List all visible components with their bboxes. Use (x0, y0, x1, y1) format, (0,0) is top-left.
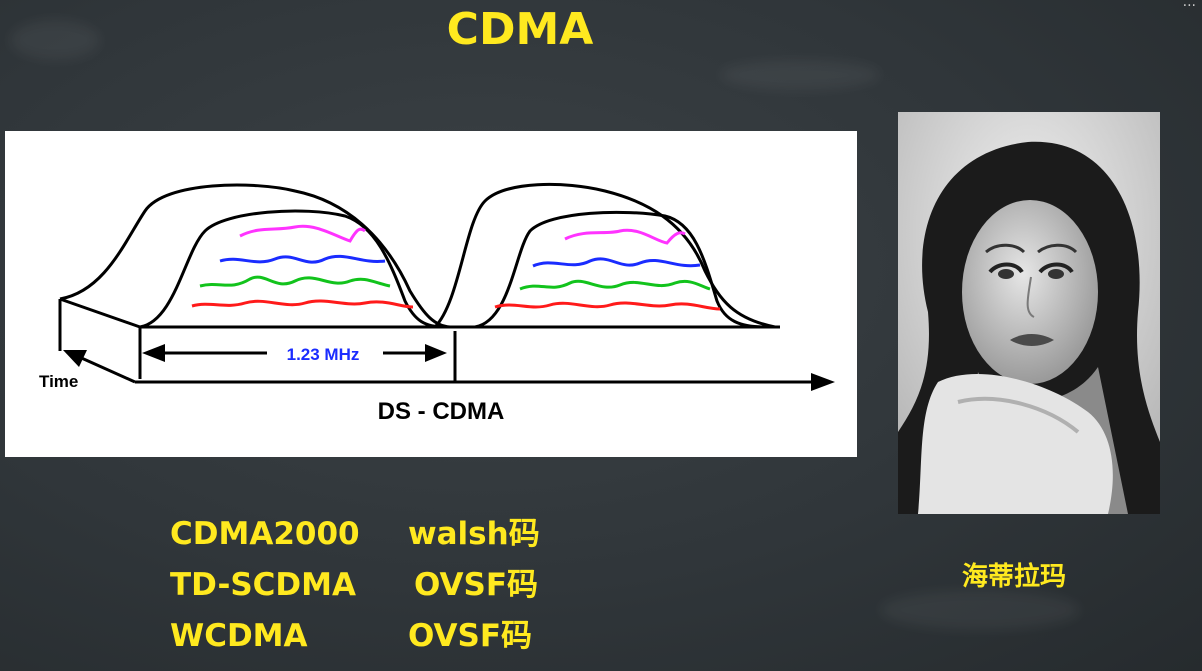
code-row: TD-SCDMA OVSF码 (170, 563, 590, 614)
corner-mark: ... (1182, 0, 1196, 10)
portrait-illustration (898, 112, 1160, 514)
trace-magenta-1 (239, 224, 366, 243)
time-arrowhead (63, 350, 87, 367)
trace-green-1 (199, 275, 391, 288)
arrowhead-left (142, 344, 165, 362)
code-row: WCDMA OVSF码 (170, 614, 590, 665)
inner-bell-1 (139, 209, 446, 329)
code-row: CDMA2000 walsh码 (170, 512, 590, 563)
code-list: CDMA2000 walsh码 TD-SCDMA OVSF码 WCDMA OVS… (170, 512, 590, 665)
trace-green-2 (519, 279, 711, 291)
trace-blue-2 (532, 257, 701, 268)
time-label: Time (39, 372, 78, 391)
ds-cdma-diagram: 1.23 MHz Time DS - CDMA (5, 131, 857, 457)
bandwidth-label: 1.23 MHz (287, 345, 360, 364)
outer-envelope-1 (59, 183, 451, 329)
portrait-photo (898, 112, 1160, 514)
standard-name: WCDMA (170, 618, 308, 654)
spreading-code: OVSF码 (408, 618, 533, 654)
trace-blue-1 (219, 254, 386, 264)
trace-red-1 (191, 299, 414, 309)
standard-name: CDMA2000 (170, 516, 360, 552)
chalk-smudge (720, 60, 880, 90)
chalk-smudge (880, 590, 1080, 630)
time-arrow (76, 354, 136, 384)
inner-bell-2 (474, 210, 766, 329)
portrait-caption: 海蒂拉玛 (962, 562, 1067, 592)
trace-magenta-2 (564, 228, 686, 245)
ds-cdma-svg: 1.23 MHz Time DS - CDMA (39, 182, 835, 425)
chalk-smudge (10, 20, 100, 60)
spreading-code: walsh码 (408, 516, 540, 552)
slide-title: CDMA (446, 4, 594, 55)
trace-red-2 (494, 301, 721, 311)
spreading-code: OVSF码 (414, 567, 539, 603)
frequency-axis-arrowhead (811, 373, 835, 391)
axis-label: DS - CDMA (378, 398, 505, 425)
base-line (59, 297, 141, 329)
arrowhead-right (425, 344, 447, 362)
standard-name: TD-SCDMA (170, 567, 356, 603)
